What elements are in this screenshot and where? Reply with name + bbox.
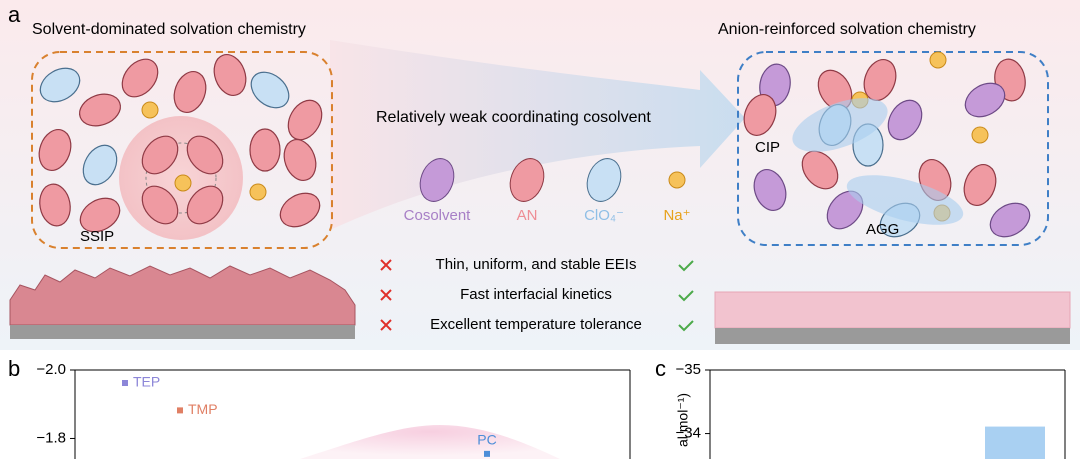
molecule	[964, 82, 1006, 118]
cluster-label: AGG	[866, 221, 899, 238]
check-icon	[678, 260, 694, 272]
point-label: TMP	[188, 401, 218, 417]
sodium-ion	[249, 183, 267, 201]
molecule	[141, 135, 179, 175]
molecule	[887, 99, 923, 141]
point-label: PC	[477, 432, 496, 448]
legend-label: Cosolvent	[404, 207, 472, 224]
legend-label: Na⁺	[663, 207, 690, 224]
cross-icon	[380, 319, 392, 331]
y-tick-label: −2.0	[36, 361, 66, 378]
y-tick-label: −35	[676, 361, 701, 378]
cip-halo	[792, 98, 888, 152]
right-title: Anion-reinforced solvation chemistry	[718, 21, 976, 38]
sodium-ion	[929, 51, 947, 69]
molecule	[283, 139, 317, 181]
substrate-left	[10, 325, 355, 339]
check-icon	[678, 290, 694, 302]
sodium-ion	[668, 171, 686, 189]
molecule	[753, 169, 787, 211]
point	[177, 407, 183, 414]
legend: Cosolvent AN ClO₄⁻ Na⁺	[404, 158, 691, 224]
point	[122, 380, 128, 387]
molecule	[39, 67, 81, 103]
molecule	[121, 58, 159, 98]
molecule	[213, 54, 247, 96]
ssip-shell	[145, 142, 217, 214]
cluster-label: CIP	[755, 139, 780, 156]
molecule	[249, 128, 281, 172]
check-icon	[678, 320, 694, 332]
molecule	[287, 99, 323, 141]
point-label: TEP	[133, 374, 160, 390]
sodium-ion	[174, 174, 192, 192]
molecule	[743, 94, 777, 136]
molecule	[38, 129, 72, 171]
molecules	[38, 51, 1031, 238]
background-region	[300, 425, 560, 459]
molecule	[79, 197, 121, 233]
plots: −2.0 −1.8 TEP TMP PC −35 −34	[36, 361, 1066, 459]
arrow-label: Relatively weak coordinating cosolvent	[376, 109, 651, 126]
substrate-right	[715, 328, 1070, 344]
agg-halo	[846, 175, 964, 225]
molecule	[989, 202, 1031, 238]
molecule	[141, 185, 179, 225]
sodium-ion	[971, 126, 989, 144]
molecule	[801, 150, 839, 190]
molecule	[79, 93, 121, 127]
molecule	[186, 135, 224, 175]
properties: Thin, uniform, and stable EEIs Fast inter…	[380, 256, 694, 333]
left-title: Solvent-dominated solvation chemistry	[32, 21, 306, 38]
sodium-ion	[141, 101, 159, 119]
panel-label: c	[655, 356, 666, 381]
bar	[985, 426, 1045, 459]
cross-icon	[380, 289, 392, 301]
property: Excellent temperature tolerance	[430, 316, 642, 333]
y-axis-label: al mol⁻¹)	[675, 393, 691, 447]
legend-label: ClO₄⁻	[584, 207, 624, 224]
molecule	[586, 158, 622, 202]
point	[484, 450, 490, 457]
legend-label: AN	[517, 207, 538, 224]
panel-label: b	[8, 356, 20, 381]
molecule	[279, 192, 321, 228]
y-tick-label: −1.8	[36, 429, 66, 446]
panel-label: a	[8, 2, 21, 27]
molecule	[186, 185, 224, 225]
right-box	[737, 51, 1049, 246]
left-box	[31, 51, 333, 249]
molecule	[39, 183, 71, 227]
cluster-label: SSIP	[80, 228, 114, 245]
molecule	[82, 144, 118, 186]
cross-icon	[380, 259, 392, 271]
flat-electrode	[714, 291, 1071, 329]
property: Fast interfacial kinetics	[460, 286, 612, 303]
molecule	[173, 71, 207, 113]
molecule	[963, 164, 997, 206]
molecule	[509, 158, 545, 202]
y-tick-label: −34	[676, 425, 701, 442]
rough-electrode	[9, 265, 356, 326]
molecule	[419, 158, 455, 202]
property: Thin, uniform, and stable EEIs	[436, 256, 637, 273]
molecule	[250, 71, 290, 109]
